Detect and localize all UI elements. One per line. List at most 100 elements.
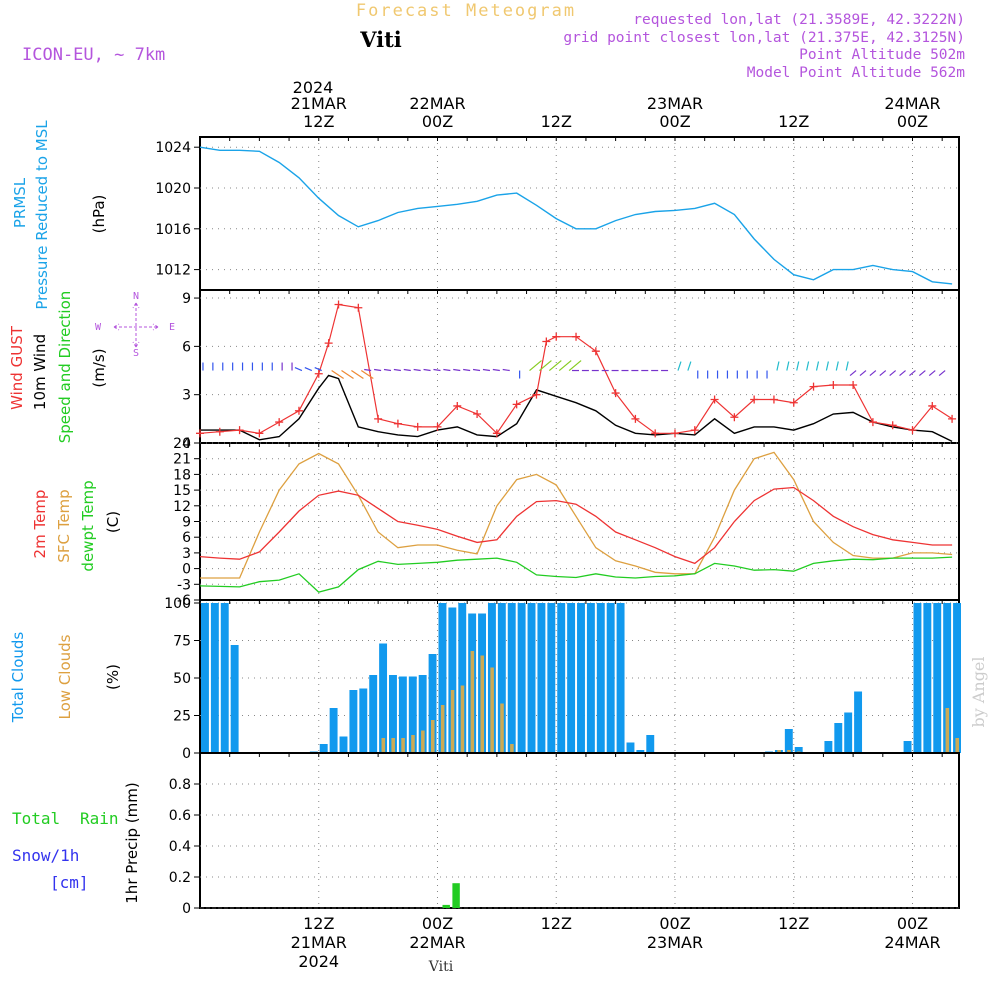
bottom-hour-label: 12Z xyxy=(541,914,572,933)
total-cloud-bar xyxy=(389,675,397,753)
clouds-ytick-label: 75 xyxy=(173,634,191,650)
pressure-frame xyxy=(199,136,960,291)
total-cloud-bar xyxy=(854,691,863,753)
wind-direction-arrow xyxy=(879,370,887,376)
wind-gust-marker xyxy=(492,429,501,438)
wind-panel: 0 3 6 9 xyxy=(182,289,960,452)
wind-gust-marker xyxy=(769,395,778,404)
compass-rose: N S E W xyxy=(95,291,175,359)
wind-direction-arrow xyxy=(463,368,471,372)
wind-direction-arrow xyxy=(304,366,313,372)
dewpoint-line xyxy=(199,556,953,593)
wind-direction-arrow xyxy=(677,361,682,371)
clouds-ytick-label: 0 xyxy=(182,746,191,762)
temperature-ytick-label: 18 xyxy=(173,467,191,483)
wind-gust-marker xyxy=(413,422,422,431)
precip-ytick-label: 0.4 xyxy=(169,839,191,855)
clouds-ytick-label: 100 xyxy=(164,596,191,612)
total-cloud-bar xyxy=(408,676,417,753)
compass-south: S xyxy=(133,348,139,359)
top-date-label: 21MAR xyxy=(291,94,347,113)
top-hour-label: 12Z xyxy=(303,112,334,131)
credit-watermark: by Angel xyxy=(969,656,988,727)
snow-label: Snow/1h xyxy=(12,846,79,865)
total-cloud-bar xyxy=(586,603,595,753)
wind-gust-marker xyxy=(294,406,303,415)
bottom-hour-label: 00Z xyxy=(897,914,928,933)
wind-gust-marker xyxy=(532,390,541,399)
wind-direction-arrow xyxy=(849,370,857,376)
wind-ytick-label: 6 xyxy=(182,339,191,355)
temperature-ytick-label: 0 xyxy=(182,562,191,578)
wind-gust-marker xyxy=(255,429,264,438)
low-cloud-bar xyxy=(470,651,475,753)
total-cloud-bar xyxy=(577,603,585,753)
wind-gust-marker xyxy=(611,389,620,398)
wind-ytick-label: 3 xyxy=(182,388,191,404)
pressure-ytick-label: 1024 xyxy=(155,140,191,156)
total-cloud-bar xyxy=(567,603,576,753)
precip-ytick-label: 0.2 xyxy=(169,870,191,886)
total-cloud-bar xyxy=(834,723,843,753)
total-cloud-bar xyxy=(903,741,912,753)
bottom-date-label: 22MAR xyxy=(409,933,465,952)
low-cloud-bar xyxy=(421,730,425,753)
wind-direction-arrow xyxy=(845,361,849,371)
pressure-ytick-label: 1016 xyxy=(155,222,191,238)
model-altitude: Model Point Altitude 562m xyxy=(747,65,966,81)
total-cloud-bar xyxy=(537,603,546,753)
wind-direction-arrow xyxy=(413,368,421,372)
wind-direction-arrow xyxy=(502,368,510,372)
wind-gust-marker xyxy=(888,421,897,430)
cloud-panel: 0 25 50 75 100 xyxy=(164,596,961,762)
low-cloud-bar xyxy=(490,667,494,753)
chart-title: Forecast Meteogram xyxy=(356,1,576,21)
rain-bar xyxy=(452,883,460,908)
wind-gust-marker xyxy=(354,303,363,312)
total-cloud-bar xyxy=(458,603,467,753)
total-cloud-bar xyxy=(913,603,922,753)
compass-arrows xyxy=(113,302,159,348)
wind-gust-marker xyxy=(750,395,759,404)
top-hour-label: 00Z xyxy=(422,112,453,131)
model-label: ICON-EU, ~ 7km xyxy=(22,45,165,65)
wind-direction-arrow xyxy=(492,368,500,372)
total-cloud-bar xyxy=(398,676,407,753)
low-cloud-bar xyxy=(440,705,445,753)
total-cloud-bar xyxy=(230,645,239,753)
total-cloud-bar xyxy=(596,603,605,753)
wind-direction-arrow xyxy=(403,368,411,372)
wind-ytick-label: 0 xyxy=(182,436,191,452)
low-cloud-bar xyxy=(401,738,405,753)
wind-direction-arrow xyxy=(443,368,451,372)
wind-gust-marker xyxy=(473,410,482,419)
wind-direction-arrow xyxy=(776,361,780,371)
total-cloud-bar xyxy=(784,729,793,753)
wind-gust-marker xyxy=(591,347,600,356)
total-cloud-bar xyxy=(547,603,556,753)
total-cloud-bar xyxy=(448,607,457,753)
wind-gust-label: Wind GUST xyxy=(8,325,26,410)
pressure-ytick-label: 1020 xyxy=(155,181,191,197)
wind-direction-arrow xyxy=(687,361,692,371)
total-cloud-bar xyxy=(329,708,338,753)
low-cloud-bar xyxy=(955,738,960,753)
wind-direction-arrow xyxy=(539,360,552,371)
bottom-hour-label: 12Z xyxy=(303,914,334,933)
total-cloud-bar xyxy=(201,603,209,753)
total-cloud-bar xyxy=(616,603,625,753)
total-cloud-bar xyxy=(953,603,961,753)
wind-direction-arrow xyxy=(806,361,810,371)
low-cloud-bar xyxy=(787,750,791,753)
low-cloud-bar xyxy=(480,655,485,753)
total-cloud-bar xyxy=(438,603,447,753)
wind-direction-arrow xyxy=(796,361,800,371)
total-rain-label-2: Rain xyxy=(80,809,119,828)
wind-direction-arrow xyxy=(294,366,303,372)
footer-location: Viti xyxy=(428,959,454,975)
top-hour-label: 00Z xyxy=(659,112,690,131)
total-cloud-bar xyxy=(794,747,803,753)
